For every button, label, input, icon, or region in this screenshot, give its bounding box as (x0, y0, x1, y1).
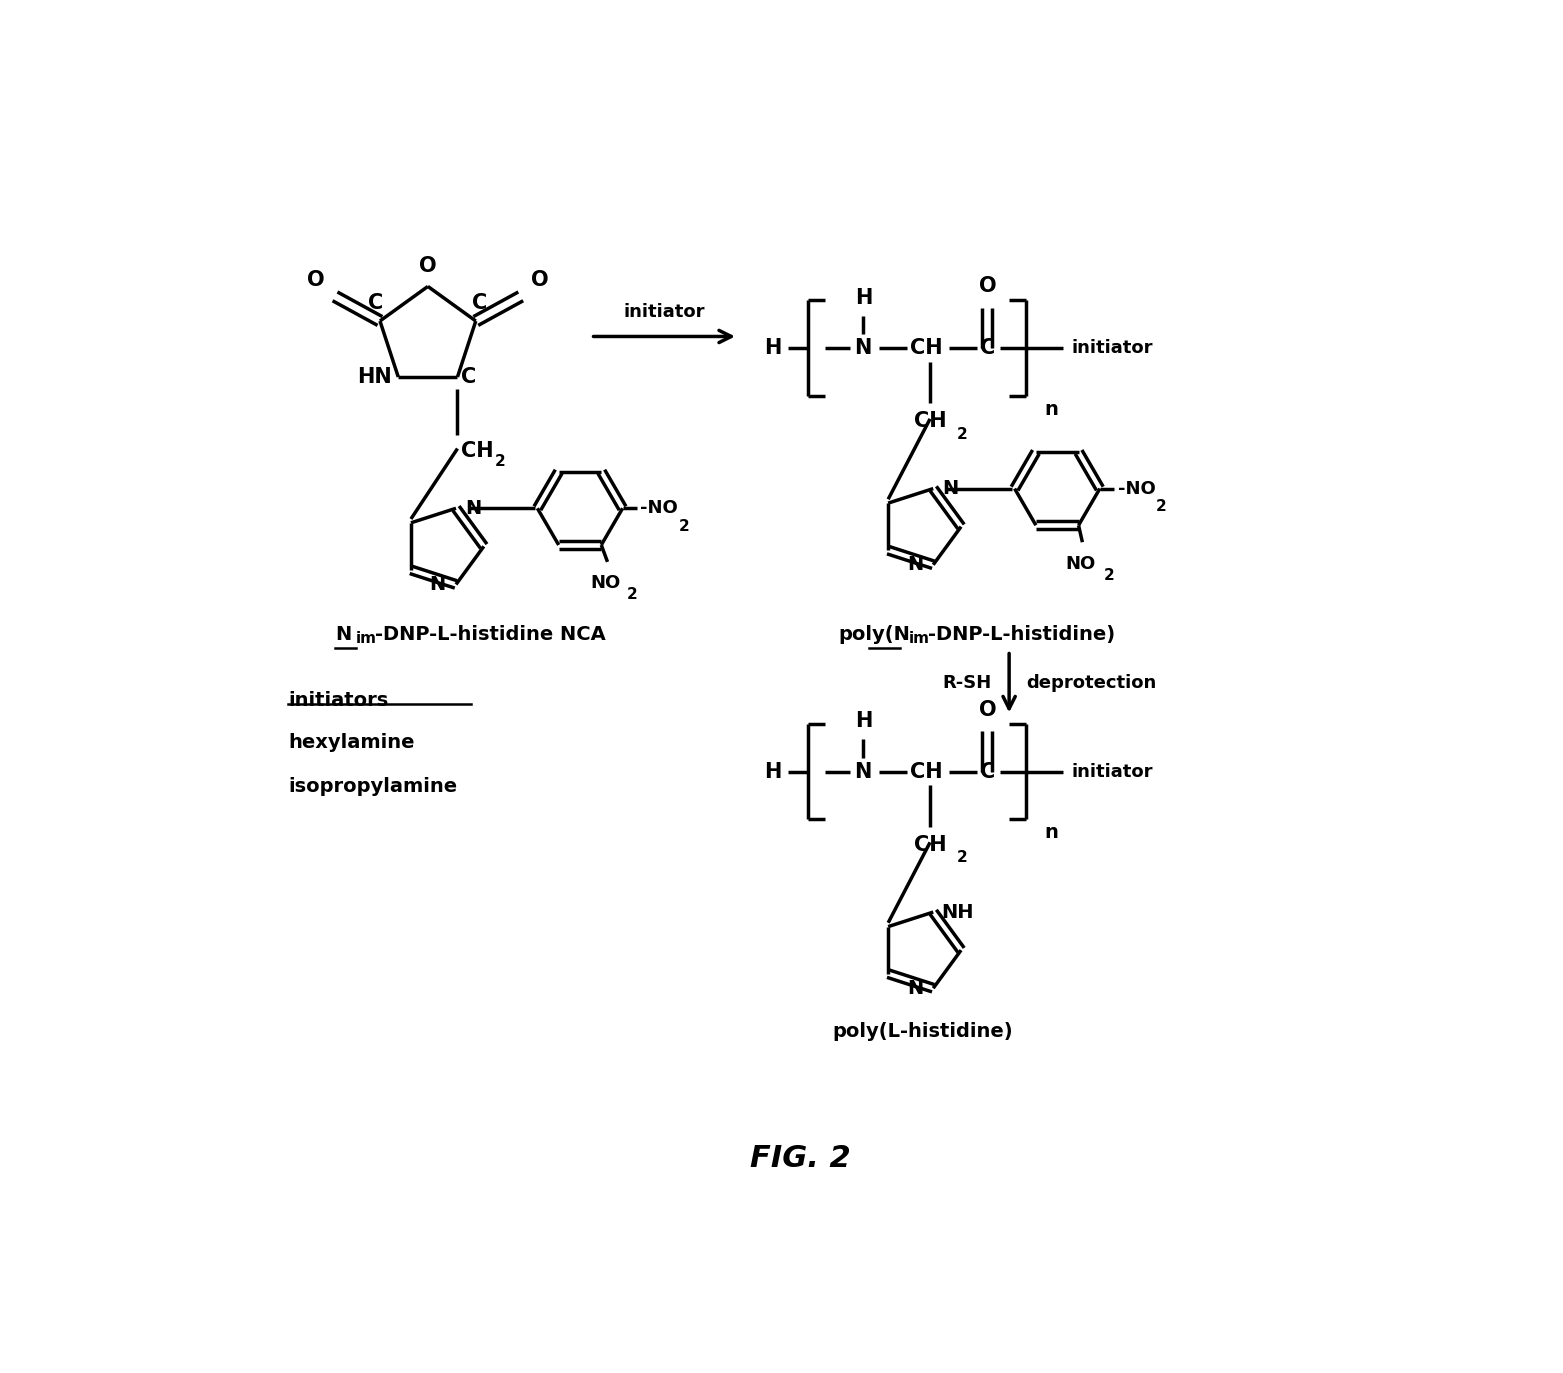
Text: deprotection: deprotection (1027, 674, 1157, 692)
Text: C: C (980, 338, 996, 358)
Text: initiators: initiators (289, 691, 389, 710)
Text: C: C (369, 294, 383, 313)
Text: im: im (908, 630, 930, 645)
Text: CH: CH (910, 762, 942, 781)
Text: CH: CH (914, 835, 946, 854)
Text: NO: NO (1064, 555, 1096, 573)
Text: -DNP-L-histidine NCA: -DNP-L-histidine NCA (375, 625, 606, 644)
Text: poly(L-histidine): poly(L-histidine) (832, 1022, 1013, 1041)
Text: R-SH: R-SH (942, 674, 993, 692)
Text: O: O (308, 270, 325, 290)
Text: 2: 2 (627, 588, 638, 603)
Text: H: H (855, 711, 872, 732)
Text: C: C (461, 367, 477, 387)
Text: N: N (334, 625, 352, 644)
Text: N: N (942, 479, 958, 498)
Text: 2: 2 (1103, 567, 1114, 582)
Text: CH: CH (461, 441, 494, 461)
Text: 2: 2 (494, 454, 505, 470)
Text: O: O (978, 276, 996, 297)
Text: im: im (356, 630, 377, 645)
Text: FIG. 2: FIG. 2 (750, 1144, 850, 1174)
Text: C: C (980, 762, 996, 781)
Text: NH: NH (941, 902, 974, 921)
Text: O: O (978, 700, 996, 719)
Text: initiator: initiator (624, 303, 705, 321)
Text: initiator: initiator (1071, 762, 1152, 780)
Text: N: N (907, 555, 924, 574)
Text: 2: 2 (957, 427, 967, 442)
Text: O: O (531, 270, 549, 290)
Text: n: n (1044, 822, 1058, 842)
Text: N: N (430, 575, 445, 595)
Text: N: N (907, 979, 924, 998)
Text: CH: CH (910, 338, 942, 358)
Text: -NO: -NO (1118, 479, 1155, 497)
Text: 2: 2 (678, 519, 689, 534)
Text: N: N (466, 498, 481, 518)
Text: NO: NO (591, 574, 621, 592)
Text: hexylamine: hexylamine (289, 733, 414, 752)
Text: -DNP-L-histidine): -DNP-L-histidine) (928, 625, 1114, 644)
Text: N: N (853, 338, 872, 358)
Text: CH: CH (914, 411, 946, 431)
Text: poly(N: poly(N (839, 625, 911, 644)
Text: 2: 2 (957, 850, 967, 865)
Text: isopropylamine: isopropylamine (289, 777, 458, 796)
Text: H: H (764, 762, 782, 781)
Text: 2: 2 (1155, 500, 1166, 515)
Text: n: n (1044, 400, 1058, 419)
Text: -NO: -NO (641, 500, 678, 518)
Text: H: H (855, 288, 872, 308)
Text: HN: HN (358, 367, 392, 387)
Text: H: H (764, 338, 782, 358)
Text: C: C (472, 294, 488, 313)
Text: initiator: initiator (1071, 339, 1152, 357)
Text: N: N (853, 762, 872, 781)
Text: O: O (419, 257, 436, 276)
